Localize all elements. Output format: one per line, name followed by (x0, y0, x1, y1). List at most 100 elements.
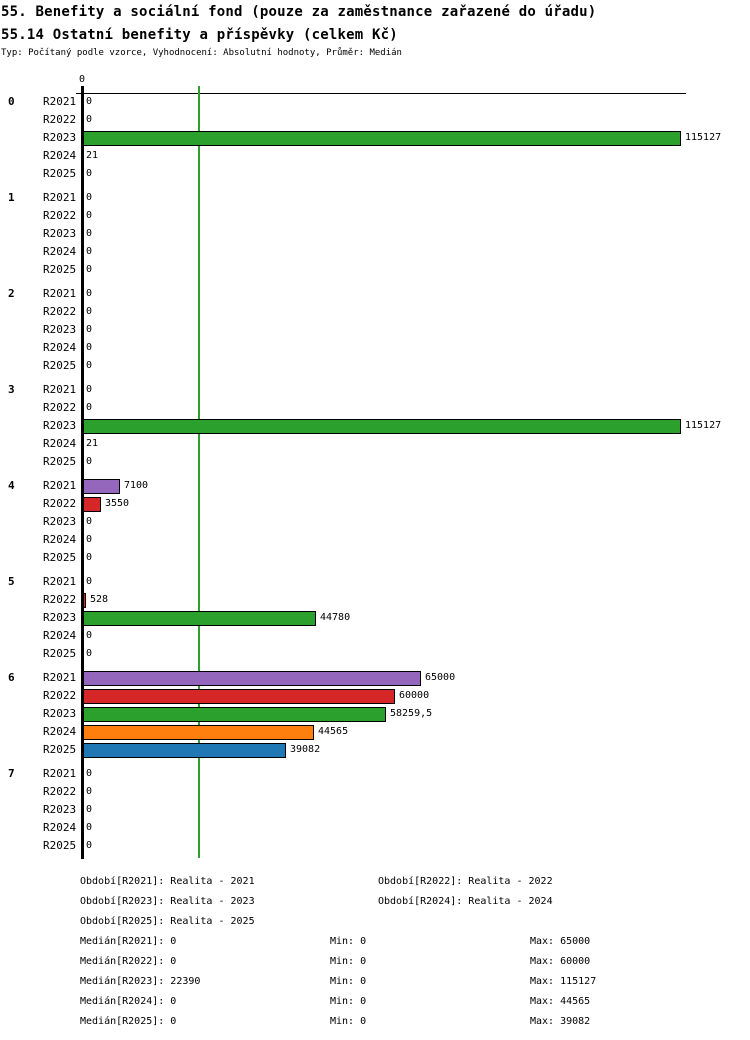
legend-median-stat: Medián[R2023]: 22390 (80, 976, 201, 987)
legend-median-stat: Medián[R2022]: 0 (80, 956, 177, 967)
bar (83, 671, 421, 686)
bar (83, 479, 120, 494)
bar-value-label: 0 (86, 306, 93, 317)
row-series-label: R2022 (43, 305, 77, 318)
bar-value-label: 58259,5 (390, 708, 433, 719)
row-series-label: R2021 (43, 575, 77, 588)
row-series-label: R2022 (43, 593, 77, 606)
bar-value-label: 115127 (685, 420, 722, 431)
legend-period-item: Období[R2024]: Realita - 2024 (378, 896, 553, 907)
bar (83, 131, 681, 146)
row-series-label: R2021 (43, 383, 77, 396)
bar-value-label: 0 (86, 360, 93, 371)
bar-value-label: 0 (86, 228, 93, 239)
legend-area: Období[R2021]: Realita - 2021 Období[R202… (0, 860, 750, 1040)
bar-value-label: 0 (86, 96, 93, 107)
row-series-label: R2025 (43, 263, 77, 276)
row-series-label: R2025 (43, 743, 77, 756)
legend-max-stat: Max: 115127 (530, 976, 597, 987)
row-series-label: R2021 (43, 671, 77, 684)
row-series-label: R2024 (43, 821, 77, 834)
bar-value-label: 115127 (685, 132, 722, 143)
bar-value-label: 0 (86, 168, 93, 179)
row-series-label: R2025 (43, 359, 77, 372)
bar-value-label: 0 (86, 552, 93, 563)
legend-median-stat: Medián[R2025]: 0 (80, 1016, 177, 1027)
row-series-label: R2025 (43, 647, 77, 660)
group-label: 1 (8, 191, 15, 204)
row-series-label: R2023 (43, 611, 77, 624)
row-series-label: R2022 (43, 113, 77, 126)
row-series-label: R2022 (43, 401, 77, 414)
legend-min-stat: Min: 0 (330, 996, 367, 1007)
bar-value-label: 39082 (290, 744, 321, 755)
legend-max-stat: Max: 60000 (530, 956, 591, 967)
row-series-label: R2024 (43, 725, 77, 738)
row-series-label: R2024 (43, 341, 77, 354)
group-label: 3 (8, 383, 15, 396)
legend-period-item: Období[R2025]: Realita - 2025 (80, 916, 255, 927)
bar (83, 725, 314, 740)
bar-value-label: 0 (86, 786, 93, 797)
group-label: 6 (8, 671, 15, 684)
y-axis-line (81, 86, 84, 859)
row-series-label: R2023 (43, 803, 77, 816)
row-series-label: R2025 (43, 455, 77, 468)
bar-value-label: 3550 (105, 498, 130, 509)
row-series-label: R2023 (43, 707, 77, 720)
bar-value-label: 21 (86, 438, 99, 449)
row-series-label: R2023 (43, 419, 77, 432)
row-series-label: R2025 (43, 167, 77, 180)
bar-value-label: 0 (86, 210, 93, 221)
bar (83, 743, 286, 758)
row-series-label: R2022 (43, 785, 77, 798)
bar-value-label: 0 (86, 576, 93, 587)
bar-value-label: 0 (86, 264, 93, 275)
bar-value-label: 44780 (320, 612, 351, 623)
row-series-label: R2023 (43, 227, 77, 240)
row-series-label: R2023 (43, 323, 77, 336)
bar-value-label: 0 (86, 192, 93, 203)
legend-min-stat: Min: 0 (330, 976, 367, 987)
bar-value-label: 21 (86, 150, 99, 161)
page-subtitle: 55.14 Ostatní benefity a příspěvky (celk… (1, 27, 398, 43)
legend-median-stat: Medián[R2021]: 0 (80, 936, 177, 947)
row-series-label: R2022 (43, 497, 77, 510)
bar-value-label: 0 (86, 342, 93, 353)
legend-period-item: Období[R2023]: Realita - 2023 (80, 896, 255, 907)
page-title: 55. Benefity a sociální fond (pouze za z… (1, 4, 597, 20)
bar (83, 707, 386, 722)
row-series-label: R2024 (43, 533, 77, 546)
bar-value-label: 60000 (399, 690, 430, 701)
bar (83, 497, 101, 512)
row-series-label: R2024 (43, 245, 77, 258)
row-series-label: R2021 (43, 191, 77, 204)
group-label: 5 (8, 575, 15, 588)
bar-value-label: 0 (86, 648, 93, 659)
row-series-label: R2021 (43, 287, 77, 300)
bar-value-label: 0 (86, 246, 93, 257)
bar-value-label: 0 (86, 324, 93, 335)
bar-value-label: 0 (86, 288, 93, 299)
chart-area: 0 0 R2021 0 R2022 0 R2023 115127 R2024 21 R2025 0 1… (8, 74, 722, 859)
row-series-label: R2021 (43, 95, 77, 108)
bar (83, 593, 86, 608)
group-label: 4 (8, 479, 15, 492)
bar-value-label: 0 (86, 456, 93, 467)
row-series-label: R2025 (43, 839, 77, 852)
legend-min-stat: Min: 0 (330, 956, 367, 967)
bar-value-label: 7100 (124, 480, 149, 491)
bar-value-label: 65000 (425, 672, 456, 683)
bar-value-label: 0 (86, 516, 93, 527)
bar-value-label: 0 (86, 402, 93, 413)
row-series-label: R2024 (43, 629, 77, 642)
row-series-label: R2021 (43, 479, 77, 492)
legend-max-stat: Max: 44565 (530, 996, 591, 1007)
group-label: 0 (8, 95, 15, 108)
chart-meta: Typ: Počítaný podle vzorce, Vyhodnocení:… (1, 48, 402, 58)
bar-value-label: 44565 (318, 726, 349, 737)
group-label: 7 (8, 767, 15, 780)
legend-max-stat: Max: 39082 (530, 1016, 591, 1027)
bar-value-label: 0 (86, 768, 93, 779)
